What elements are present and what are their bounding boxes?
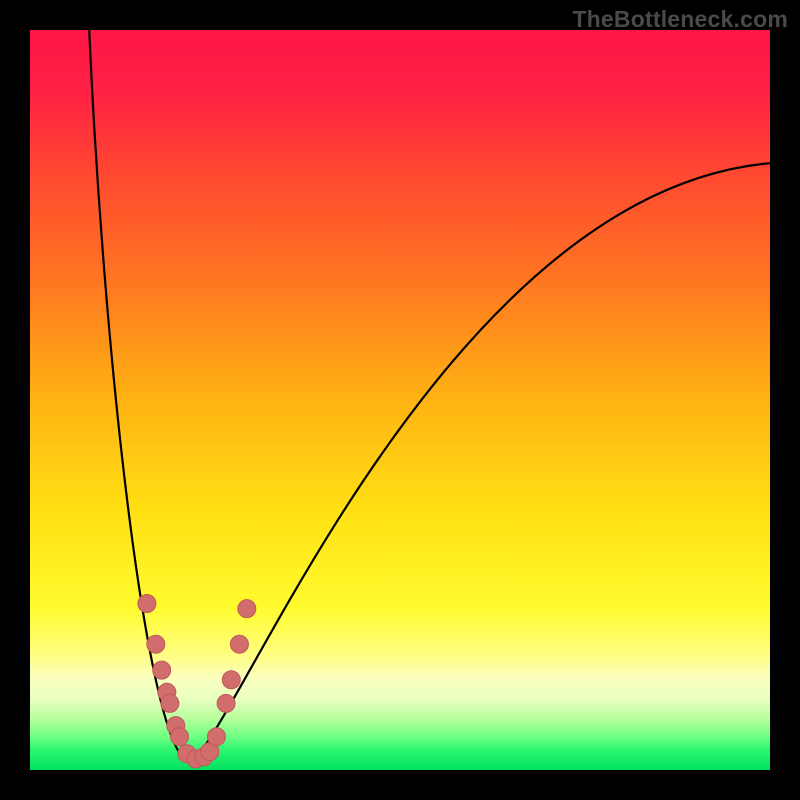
- data-point: [230, 635, 248, 653]
- data-point: [138, 595, 156, 613]
- chart-canvas: [0, 0, 800, 800]
- data-point: [217, 694, 235, 712]
- data-point: [147, 635, 165, 653]
- data-point: [238, 600, 256, 618]
- watermark-label: TheBottleneck.com: [572, 6, 788, 33]
- data-point: [170, 728, 188, 746]
- data-point: [153, 661, 171, 679]
- data-point: [207, 728, 225, 746]
- data-point: [161, 694, 179, 712]
- data-point: [222, 671, 240, 689]
- plot-background: [30, 30, 770, 770]
